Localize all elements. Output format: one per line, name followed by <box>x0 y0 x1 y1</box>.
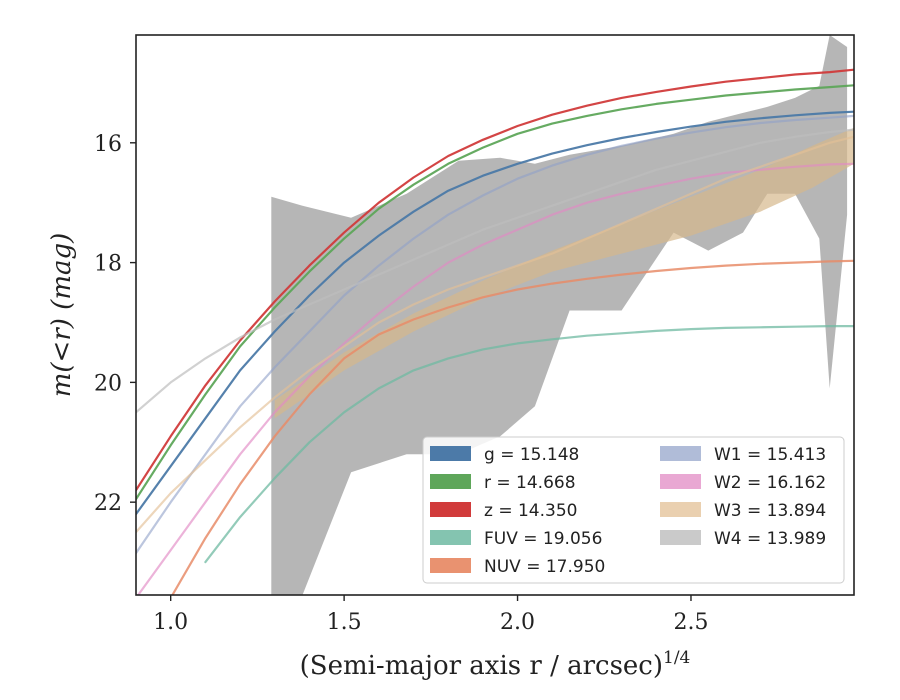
axes-frame <box>135 34 855 596</box>
series-line-8 <box>136 128 854 414</box>
legend-box <box>422 436 845 584</box>
series-line-1 <box>136 84 854 501</box>
x-tick-label: 2.5 <box>673 610 708 635</box>
legend-swatch <box>430 502 471 517</box>
legend-label: z = 14.350 <box>484 501 577 521</box>
x-tick-label: 1.0 <box>153 610 188 635</box>
x-axis-title-main: (Semi-major axis r / arcsec) <box>300 651 663 681</box>
x-axis-title-superscript: 1/4 <box>663 648 690 668</box>
legend-label: g = 15.148 <box>484 445 579 465</box>
series-line-2 <box>136 68 854 492</box>
legend-swatch <box>660 474 701 489</box>
legend-label: NUV = 17.950 <box>484 557 605 577</box>
series-line-3 <box>204 325 854 564</box>
series-line-5 <box>136 114 854 555</box>
series-line-0 <box>136 110 854 516</box>
legend-swatch <box>660 446 701 461</box>
y-tick-label: 16 <box>94 132 122 157</box>
legend-swatch <box>430 558 471 573</box>
legend-swatch <box>430 474 471 489</box>
x-tick-label: 1.5 <box>327 610 362 635</box>
series-line-4 <box>171 259 854 595</box>
legend-label: W4 = 13.989 <box>714 529 826 549</box>
y-tick-label: 20 <box>94 371 122 396</box>
series-line-6 <box>136 162 854 595</box>
y-tick-label: 18 <box>94 252 122 277</box>
legend-label: W1 = 15.413 <box>714 445 826 465</box>
plot-area <box>136 35 854 595</box>
legend-swatch <box>430 446 471 461</box>
legend-label: W2 = 16.162 <box>714 473 826 493</box>
band-1 <box>274 127 854 419</box>
y-axis-title: m(<r) (mag) <box>47 233 77 398</box>
x-axis-ticks: 1.0 1.5 2.0 2.5 <box>153 595 708 635</box>
legend-swatch <box>430 530 471 545</box>
legend: g = 15.148 r = 14.668 z = 14.350 FUV = 19.0… <box>422 436 845 584</box>
legend-swatch <box>660 502 701 517</box>
legend-swatch <box>660 530 701 545</box>
x-axis-title: (Semi-major axis r / arcsec)1/4 <box>300 648 691 681</box>
series-line-7 <box>136 135 854 534</box>
y-axis-ticks: 16 18 20 22 <box>94 132 136 516</box>
legend-label: FUV = 19.056 <box>484 529 602 549</box>
x-tick-label: 2.0 <box>500 610 535 635</box>
legend-label: r = 14.668 <box>484 473 576 493</box>
band-0 <box>271 35 848 595</box>
legend-label: W3 = 13.894 <box>714 501 826 521</box>
y-tick-label: 22 <box>94 491 122 516</box>
